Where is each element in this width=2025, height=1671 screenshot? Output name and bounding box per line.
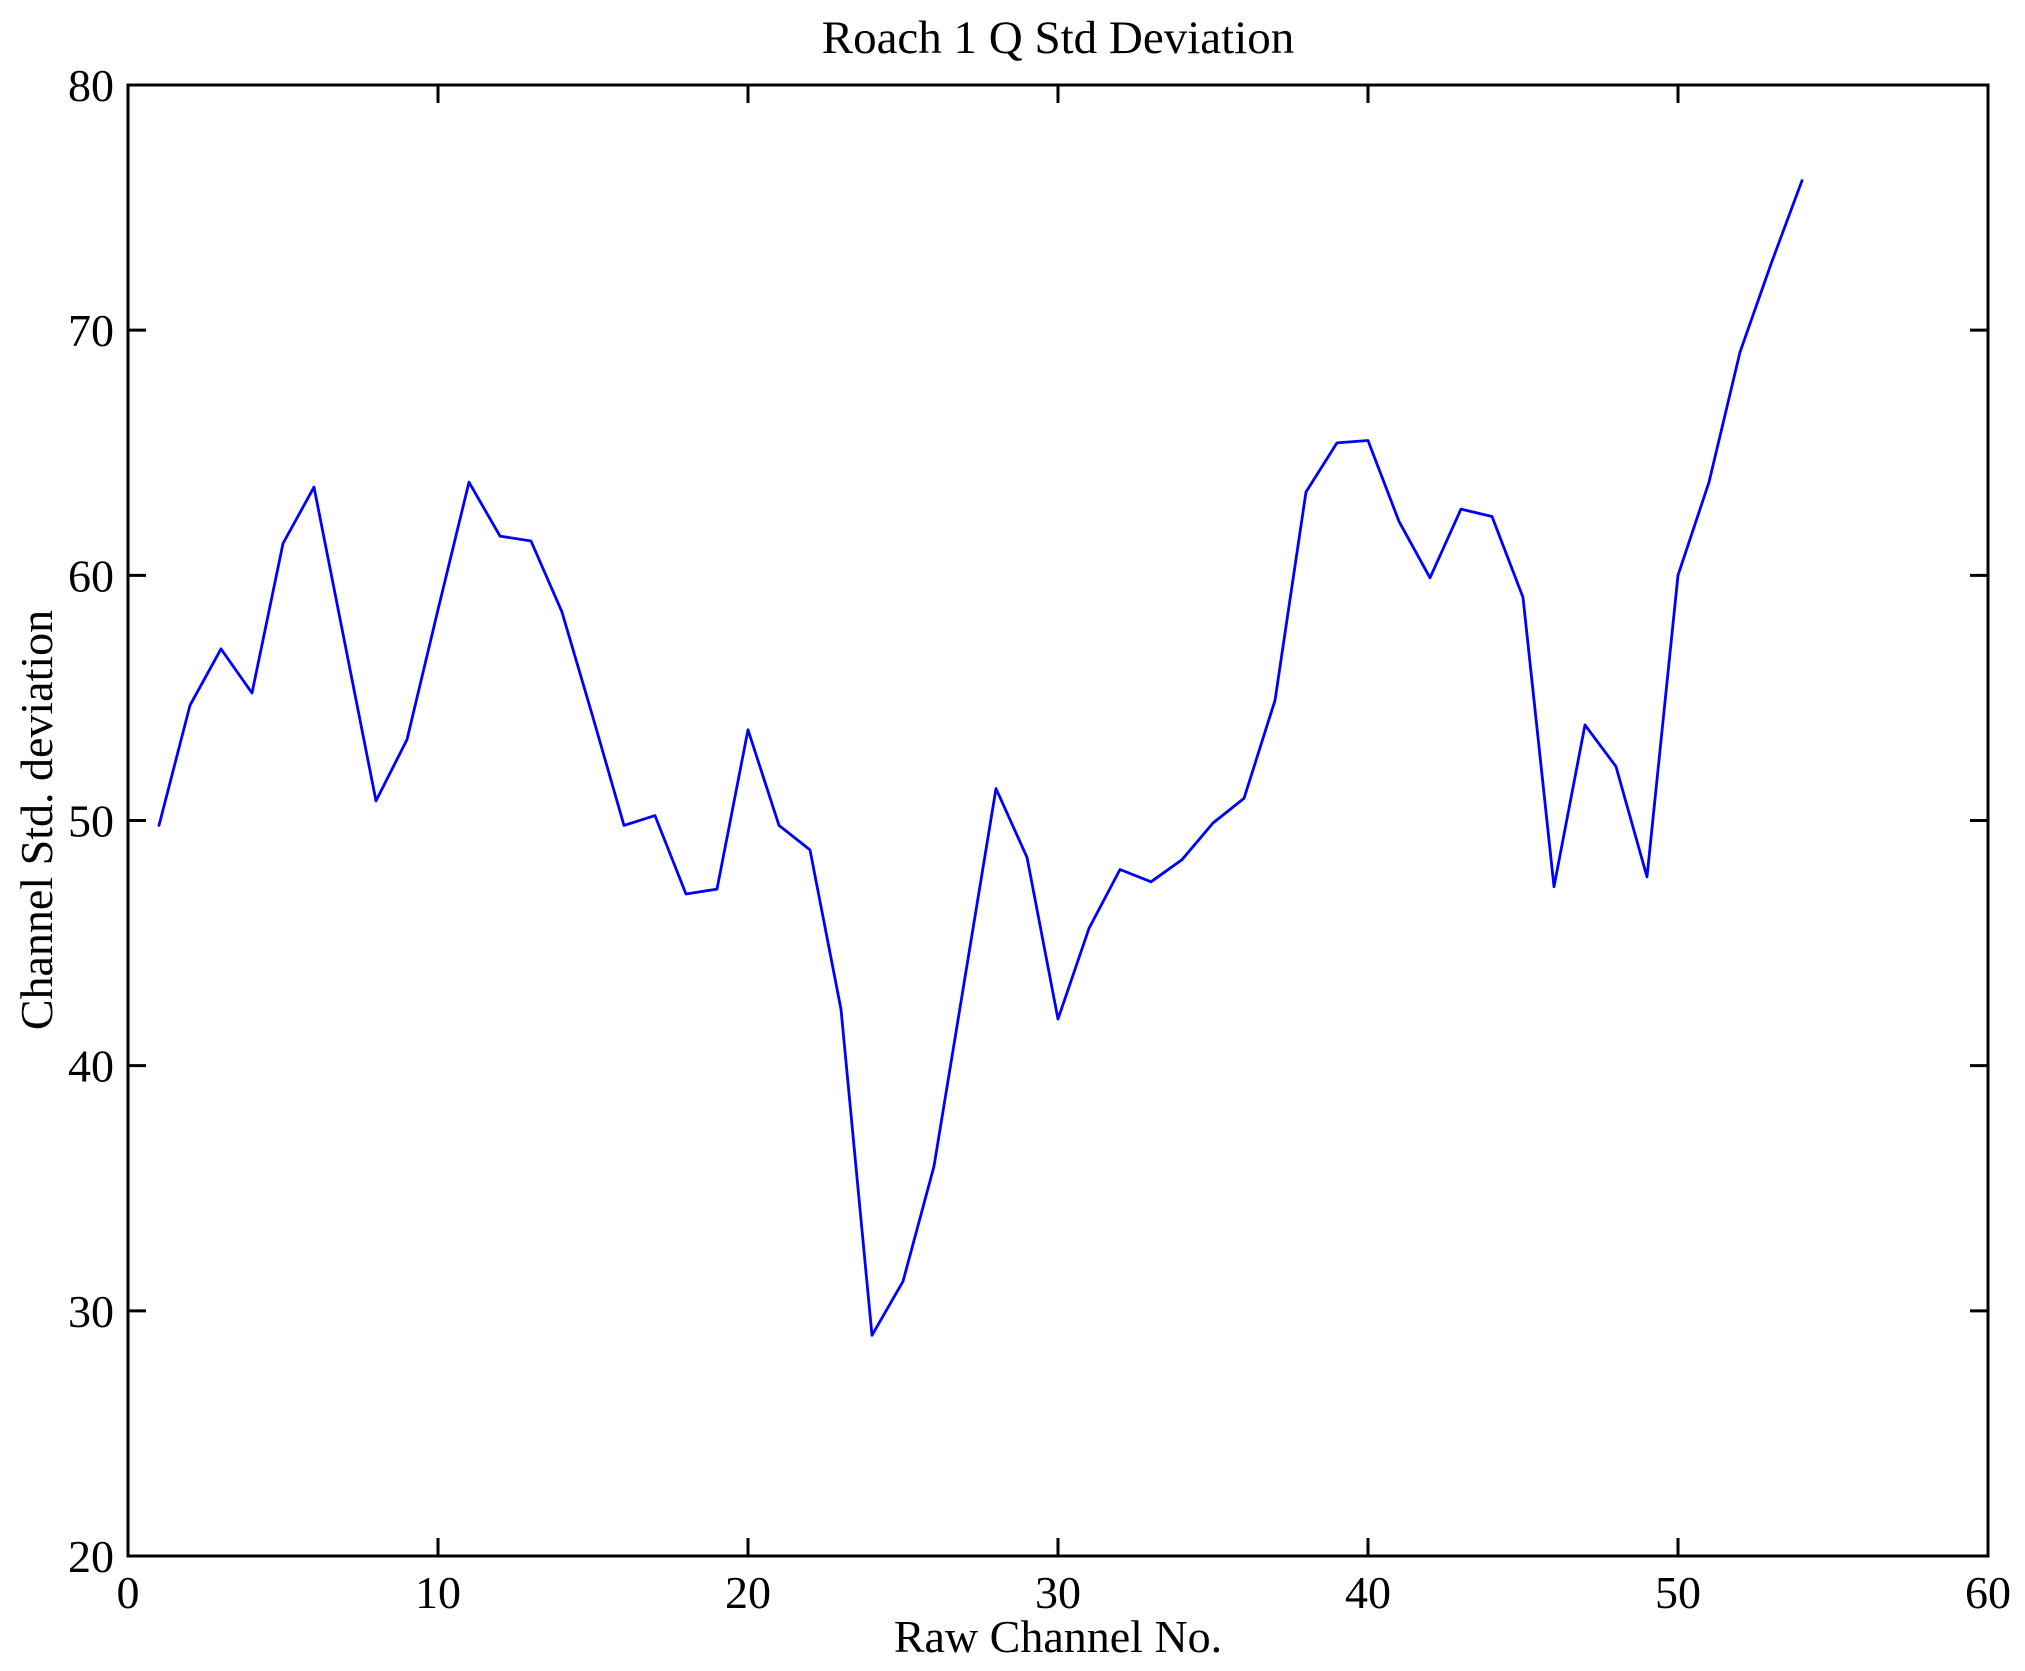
y-tick-label: 40 — [68, 1041, 114, 1092]
x-tick-label: 10 — [415, 1567, 461, 1618]
x-tick-label: 0 — [117, 1567, 140, 1618]
y-tick-label: 30 — [68, 1286, 114, 1337]
chart-title: Roach 1 Q Std Deviation — [822, 12, 1295, 64]
axis-ticks — [126, 83, 1990, 1558]
y-tick-label: 60 — [68, 550, 114, 601]
y-axis-label: Channel Std. deviation — [11, 610, 62, 1030]
x-tick-label: 30 — [1035, 1567, 1081, 1618]
x-tick-labels: 0 10 20 30 40 50 60 — [117, 1567, 2012, 1618]
data-line — [157, 179, 1804, 1337]
x-axis-label: Raw Channel No. — [894, 1611, 1222, 1662]
x-tick-label: 60 — [1965, 1567, 2011, 1618]
x-tick-label: 40 — [1345, 1567, 1391, 1618]
y-tick-label: 80 — [68, 60, 114, 111]
plot-area — [126, 83, 1990, 1558]
y-tick-label: 50 — [68, 796, 114, 847]
y-tick-labels: 20 30 40 50 60 70 80 — [68, 60, 114, 1582]
x-tick-label: 20 — [725, 1567, 771, 1618]
y-tick-label: 70 — [68, 305, 114, 356]
y-tick-label: 20 — [68, 1531, 114, 1582]
x-tick-label: 50 — [1655, 1567, 1701, 1618]
